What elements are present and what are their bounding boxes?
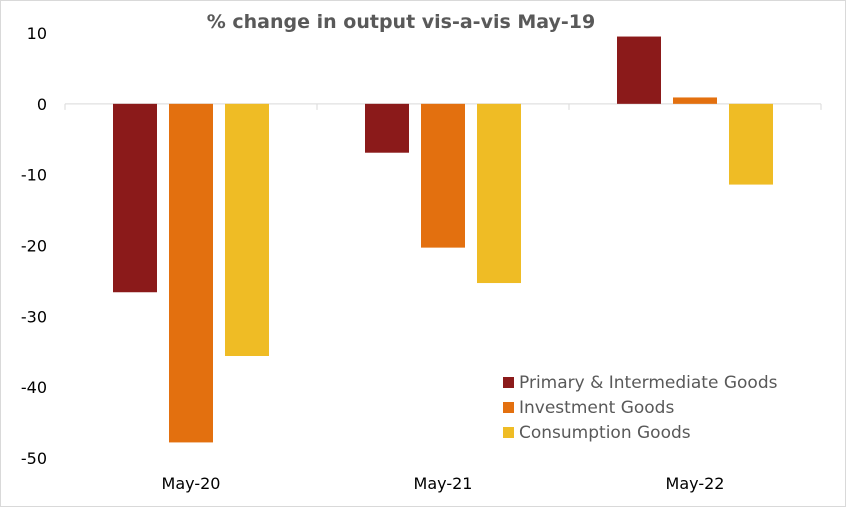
y-tick-label: -10 xyxy=(21,166,47,185)
bars xyxy=(113,36,773,443)
bar xyxy=(617,36,661,104)
bar xyxy=(421,103,465,248)
y-tick-label: -20 xyxy=(21,237,47,256)
x-tick-label: May-20 xyxy=(162,474,221,493)
legend-swatch xyxy=(503,377,514,388)
bar xyxy=(169,103,213,443)
legend-label: Consumption Goods xyxy=(519,423,691,443)
legend-swatch xyxy=(503,402,514,413)
legend-label: Primary & Intermediate Goods xyxy=(519,373,778,393)
legend: Primary & Intermediate Goods Investment G… xyxy=(503,373,778,443)
bar xyxy=(477,103,521,284)
bar xyxy=(729,103,773,185)
y-tick-label: -30 xyxy=(21,307,47,326)
x-axis: May-20 May-21 May-22 xyxy=(162,474,725,493)
y-axis: 10 0 -10 -20 -30 -40 -50 xyxy=(21,24,47,468)
x-tick-label: May-21 xyxy=(414,474,473,493)
y-tick-label: -40 xyxy=(21,378,47,397)
x-tick-label: May-22 xyxy=(666,474,725,493)
bar xyxy=(113,103,157,293)
chart-title: % change in output vis-a-vis May-19 xyxy=(206,11,596,33)
y-tick-label: 0 xyxy=(37,95,47,114)
legend-label: Investment Goods xyxy=(519,398,674,418)
y-tick-label: 10 xyxy=(27,24,47,43)
bar xyxy=(365,103,409,153)
bar xyxy=(673,97,717,104)
y-tick-label: -50 xyxy=(21,449,47,468)
legend-swatch xyxy=(503,427,514,438)
bar xyxy=(225,103,269,356)
